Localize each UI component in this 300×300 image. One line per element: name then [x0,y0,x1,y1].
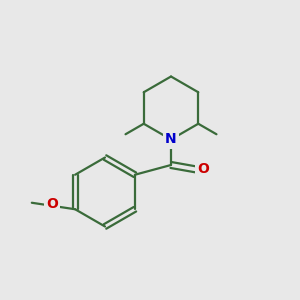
Text: O: O [46,197,58,211]
Text: N: N [165,133,177,146]
Text: O: O [197,163,209,176]
